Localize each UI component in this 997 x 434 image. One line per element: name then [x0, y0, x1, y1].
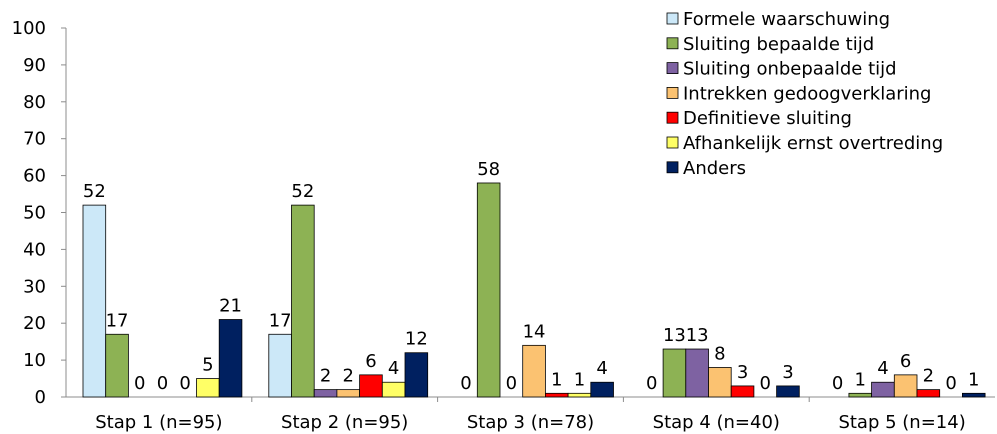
data-label: 0 [134, 373, 145, 394]
data-label: 6 [365, 351, 376, 372]
legend-swatch [666, 111, 679, 124]
y-tick-label: 40 [23, 239, 46, 260]
legend-swatch [666, 136, 679, 149]
y-tick-label: 70 [23, 129, 46, 150]
x-category-label: Stap 5 (n=14) [838, 412, 965, 433]
bar [381, 381, 406, 398]
legend-swatch [666, 62, 679, 74]
data-label: 0 [945, 373, 956, 394]
data-label: 52 [291, 181, 314, 202]
bar [685, 348, 709, 398]
data-label: 2 [923, 366, 934, 387]
bar [590, 381, 614, 398]
y-tick-label: 0 [35, 387, 46, 408]
bar [476, 182, 501, 398]
bar [962, 392, 986, 398]
legend-label: Sluiting bepaalde tijd [683, 34, 874, 55]
data-label: 12 [405, 329, 428, 350]
legend-swatch [666, 161, 679, 174]
legend-swatch [666, 12, 679, 25]
data-label: 3 [737, 362, 748, 383]
data-label: 17 [106, 310, 129, 331]
bar [893, 374, 918, 398]
data-label: 0 [832, 373, 843, 394]
bar [218, 319, 243, 398]
data-label: 3 [782, 362, 793, 383]
legend-label: Sluiting onbepaalde tijd [683, 59, 897, 80]
bar [848, 392, 873, 398]
y-tick-label: 10 [23, 350, 46, 371]
legend-swatch [666, 37, 679, 50]
data-label: 2 [343, 366, 354, 387]
bar [916, 389, 941, 398]
data-label: 17 [269, 310, 292, 331]
x-axis: Stap 1 (n=95) Stap 2 (n=95) Stap 3 (n=78) S… [66, 396, 995, 433]
bar [291, 204, 315, 398]
legend-swatch [666, 87, 679, 99]
y-tick-label: 80 [23, 92, 46, 113]
x-category-label: Stap 3 (n=78) [467, 412, 594, 433]
data-label: 14 [523, 321, 546, 342]
data-label: 0 [460, 373, 471, 394]
data-label: 4 [877, 358, 888, 379]
bar [730, 385, 755, 398]
data-label: 13 [686, 325, 709, 346]
bar [313, 389, 338, 398]
data-label: 13 [663, 325, 686, 346]
bar [336, 389, 360, 398]
bar [545, 392, 569, 398]
y-tick-label: 100 [12, 18, 46, 39]
bar [268, 333, 292, 398]
data-label: 52 [83, 181, 106, 202]
data-label: 0 [179, 373, 190, 394]
legend-label: Definitieve sluiting [683, 108, 852, 129]
legend-label: Afhankelijk ernst overtreding [683, 133, 943, 154]
bar [522, 344, 546, 398]
data-label: 6 [900, 351, 911, 372]
data-label: 1 [855, 369, 866, 390]
legend-label: Formele waarschuwing [683, 9, 890, 30]
bar [105, 333, 129, 398]
y-tick-label: 20 [23, 313, 46, 334]
data-label: 58 [477, 159, 500, 180]
bar [871, 381, 895, 398]
data-label: 8 [714, 343, 725, 364]
y-tick-label: 60 [23, 166, 46, 187]
data-label: 1 [574, 369, 585, 390]
y-axis: 0 10 20 30 40 50 60 70 80 90 100 [12, 18, 67, 408]
data-label: 2 [320, 366, 331, 387]
data-label: 1 [551, 369, 562, 390]
legend-label: Intrekken gedoogverklaring [683, 83, 931, 104]
bar [359, 374, 383, 398]
data-label: 0 [760, 373, 771, 394]
bar [82, 204, 107, 398]
data-label: 1 [968, 369, 979, 390]
x-category-label: Stap 2 (n=95) [281, 412, 408, 433]
bar [708, 367, 732, 398]
y-tick-label: 30 [23, 276, 46, 297]
bar [567, 392, 592, 398]
data-label: 0 [646, 373, 657, 394]
x-category-label: Stap 1 (n=95) [95, 412, 222, 433]
bar [662, 348, 687, 398]
bar [776, 385, 800, 398]
bar [196, 378, 220, 398]
data-label: 0 [506, 373, 517, 394]
data-label: 4 [388, 358, 399, 379]
y-tick-label: 50 [23, 203, 46, 224]
data-label: 4 [596, 358, 607, 379]
bars [82, 182, 986, 398]
bar [404, 352, 429, 398]
data-label: 0 [157, 373, 168, 394]
legend: Formele waarschuwing Sluiting bepaalde ti… [666, 9, 943, 179]
data-label: 21 [219, 296, 242, 317]
data-label: 5 [202, 355, 213, 376]
y-tick-label: 90 [23, 55, 46, 76]
legend-label: Anders [683, 158, 746, 179]
x-category-label: Stap 4 (n=40) [653, 412, 780, 433]
